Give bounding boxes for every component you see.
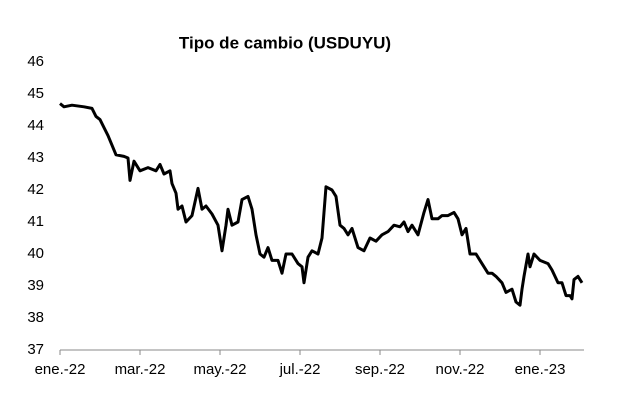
y-tick-label: 42 [27,181,44,198]
y-tick-label: 45 [27,85,44,102]
chart-title: Tipo de cambio (USDUYU) [179,33,391,52]
x-tick-label: ene.-23 [515,361,566,378]
y-tick-label: 38 [27,309,44,326]
y-tick-label: 43 [27,149,44,166]
y-tick-label: 41 [27,213,44,230]
y-tick-label: 44 [27,117,44,134]
x-tick-label: ene.-22 [35,361,86,378]
x-tick-label: mar.-22 [115,361,166,378]
x-tick-label: nov.-22 [436,361,485,378]
y-tick-label: 40 [27,245,44,262]
y-tick-label: 46 [27,53,44,70]
x-tick-label: sep.-22 [355,361,405,378]
x-tick-label: may.-22 [193,361,246,378]
y-tick-label: 37 [27,341,44,358]
y-tick-label: 39 [27,277,44,294]
x-tick-label: jul.-22 [279,361,321,378]
data-line [59,102,584,307]
